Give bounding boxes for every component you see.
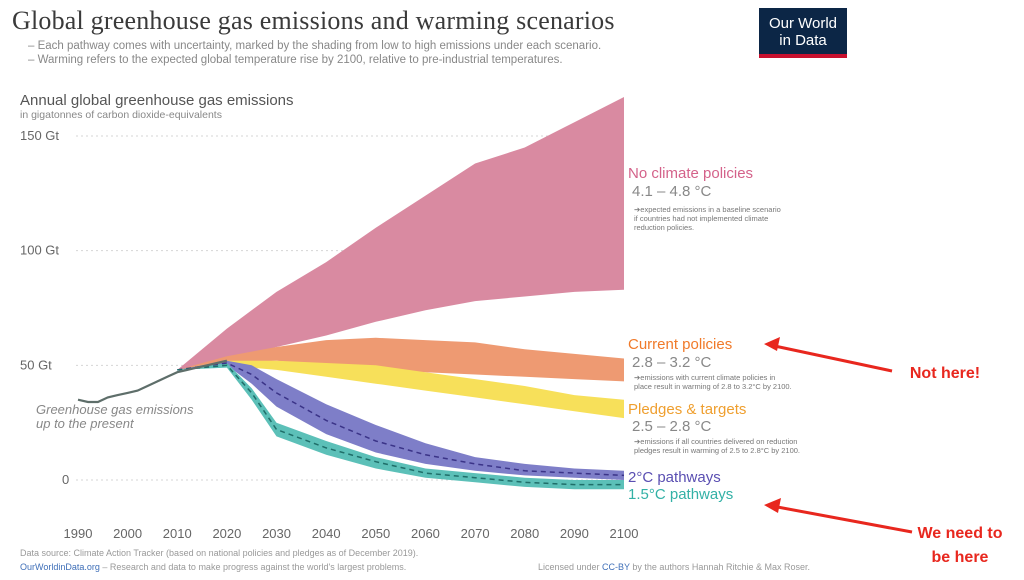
pathway-warming: 2.8 – 3.2 °C — [632, 354, 712, 371]
x-tick-label: 2010 — [163, 526, 192, 541]
pathway-note: reduction policies. — [634, 223, 694, 232]
pathway-label: Current policies — [628, 336, 732, 353]
logo-line-2: in Data — [779, 32, 827, 49]
callout-need-line-1: We need to — [917, 525, 1003, 542]
pathway-warming: 2.5 – 2.8 °C — [632, 418, 712, 435]
pathway-warming: 4.1 – 4.8 °C — [632, 183, 712, 200]
x-tick-label: 2040 — [312, 526, 341, 541]
x-tick-label: 2000 — [113, 526, 142, 541]
site-link[interactable]: OurWorldinData.org — [20, 562, 100, 572]
pathway-label: No climate policies — [628, 165, 753, 182]
footer-site-line: OurWorldinData.org – Research and data t… — [20, 562, 406, 572]
chart-subtitle: in gigatonnes of carbon dioxide-equivale… — [20, 109, 222, 121]
pathway-label: 2°C pathways — [628, 469, 721, 486]
x-tick-label: 2090 — [560, 526, 589, 541]
pathway-note: place result in warming of 2.8 to 3.2°C … — [634, 382, 792, 391]
historical-label-line-1: Greenhouse gas emissions — [36, 402, 194, 417]
y-tick-label: 100 Gt — [20, 243, 59, 258]
callout-need-line-2: be here — [931, 549, 989, 566]
band-1-5c-pathways — [177, 363, 625, 490]
pathway-note: pledges result in warming of 2.5 to 2.8°… — [634, 446, 800, 455]
historical-emissions-line — [77, 359, 228, 404]
logo-line-1: Our World — [768, 15, 838, 32]
pathway-median-line — [177, 364, 624, 486]
subtitle-line-1: – Each pathway comes with uncertainty, m… — [28, 40, 602, 52]
pathway-note: ➔expected emissions in a baseline scenar… — [634, 205, 781, 214]
historical-label-line-2: up to the present — [36, 416, 135, 431]
subtitle-line-2: – Warming refers to the expected global … — [28, 54, 563, 66]
chart-title: Annual global greenhouse gas emissions — [20, 92, 294, 109]
pathway-median-line — [177, 362, 625, 477]
x-tick-label: 2030 — [262, 526, 291, 541]
license-link[interactable]: CC-BY — [602, 562, 630, 572]
band-pledges-targets — [177, 360, 625, 419]
license-suffix: by the authors Hannah Ritchie & Max Rose… — [629, 562, 810, 572]
page-title: Global greenhouse gas emissions and warm… — [12, 6, 615, 35]
y-tick-label: 0 — [62, 472, 69, 487]
pathway-note: if countries had not implemented climate — [634, 214, 768, 223]
x-tick-label: 2070 — [461, 526, 490, 541]
x-tick-label: 2060 — [411, 526, 440, 541]
arrow-need-here-head — [764, 498, 781, 513]
band-2c-pathways — [177, 360, 625, 480]
callout-need-here: We need to be here — [900, 522, 1020, 570]
owid-logo[interactable]: Our World in Data — [759, 8, 847, 58]
pathway-note: ➔emissions if all countries delivered on… — [634, 437, 797, 446]
y-tick-label: 50 Gt — [20, 357, 52, 372]
band-no-climate-policies — [177, 97, 625, 370]
pathway-label: Pledges & targets — [628, 401, 746, 418]
data-source-note: Data source: Climate Action Tracker (bas… — [20, 548, 419, 558]
x-tick-label: 2020 — [212, 526, 241, 541]
pathway-label: 1.5°C pathways — [628, 486, 733, 503]
site-tagline: – Research and data to make progress aga… — [99, 562, 407, 572]
x-tick-label: 2100 — [610, 526, 639, 541]
arrow-not-here — [769, 343, 893, 373]
license-note: Licensed under CC-BY by the authors Hann… — [538, 562, 810, 572]
callout-not-here: Not here! — [909, 365, 981, 382]
x-tick-label: 2080 — [510, 526, 539, 541]
band-current-policies — [177, 337, 625, 382]
arrow-not-here-head — [764, 337, 780, 351]
arrow-need-here — [771, 504, 913, 534]
y-tick-label: 150 Gt — [20, 128, 59, 143]
x-tick-label: 1990 — [64, 526, 93, 541]
license-prefix: Licensed under — [538, 562, 603, 572]
pathway-note: ➔emissions with current climate policies… — [634, 373, 775, 382]
x-tick-label: 2050 — [361, 526, 390, 541]
